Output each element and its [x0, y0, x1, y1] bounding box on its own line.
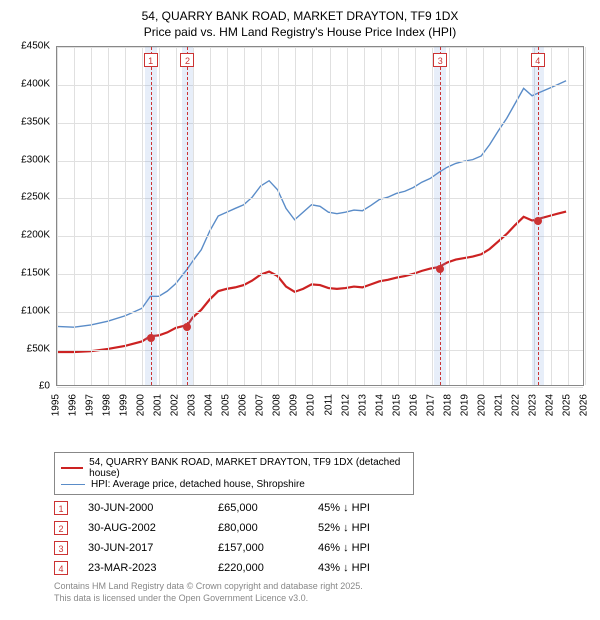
x-tick-label: 2025	[561, 394, 572, 416]
sale-date: 23-MAR-2023	[88, 562, 198, 574]
title-line1: 54, QUARRY BANK ROAD, MARKET DRAYTON, TF…	[10, 8, 590, 24]
sale-marker-dot	[436, 265, 444, 273]
sale-price: £65,000	[218, 502, 298, 514]
sale-row: 2 30-AUG-2002 £80,000 52% ↓ HPI	[54, 521, 590, 535]
legend-label: 54, QUARRY BANK ROAD, MARKET DRAYTON, TF…	[89, 457, 407, 479]
x-tick-label: 2026	[579, 394, 590, 416]
title-line2: Price paid vs. HM Land Registry's House …	[10, 24, 590, 40]
y-tick-label: £100K	[21, 305, 50, 316]
sale-marker-dot	[183, 323, 191, 331]
y-tick-label: £300K	[21, 154, 50, 165]
x-tick-label: 2010	[306, 394, 317, 416]
sale-price: £157,000	[218, 542, 298, 554]
legend-row: HPI: Average price, detached house, Shro…	[61, 479, 407, 490]
x-tick-label: 1997	[85, 394, 96, 416]
y-tick-label: £400K	[21, 79, 50, 90]
x-tick-label: 2006	[238, 394, 249, 416]
y-tick-label: £250K	[21, 192, 50, 203]
sale-date: 30-AUG-2002	[88, 522, 198, 534]
sale-price: £80,000	[218, 522, 298, 534]
legend-label: HPI: Average price, detached house, Shro…	[91, 479, 305, 490]
x-tick-label: 2018	[442, 394, 453, 416]
chart-area: £0 £50K £100K £150K £200K £250K £300K £350K £400…	[12, 46, 588, 446]
x-tick-label: 2008	[272, 394, 283, 416]
chart-lines-svg	[57, 47, 583, 385]
x-tick-label: 2009	[289, 394, 300, 416]
sale-row: 1 30-JUN-2000 £65,000 45% ↓ HPI	[54, 501, 590, 515]
x-tick-label: 2012	[340, 394, 351, 416]
x-tick-label: 2003	[187, 394, 198, 416]
x-tick-label: 2023	[527, 394, 538, 416]
chart-title-block: 54, QUARRY BANK ROAD, MARKET DRAYTON, TF…	[10, 8, 590, 40]
sales-table: 1 30-JUN-2000 £65,000 45% ↓ HPI 2 30-AUG-2002…	[54, 501, 590, 575]
x-tick-label: 2017	[425, 394, 436, 416]
y-tick-label: £150K	[21, 268, 50, 279]
x-tick-label: 1996	[68, 394, 79, 416]
sale-pct-vs-hpi: 46% ↓ HPI	[318, 542, 418, 554]
sale-price: £220,000	[218, 562, 298, 574]
sale-marker-dot	[534, 217, 542, 225]
legend-swatch	[61, 467, 83, 469]
x-tick-label: 2021	[493, 394, 504, 416]
sale-marker-dot	[147, 334, 155, 342]
y-tick-label: £0	[39, 381, 50, 392]
sale-pct-vs-hpi: 43% ↓ HPI	[318, 562, 418, 574]
x-tick-label: 2024	[544, 394, 555, 416]
legend: 54, QUARRY BANK ROAD, MARKET DRAYTON, TF…	[54, 452, 414, 495]
x-tick-label: 1999	[119, 394, 130, 416]
sale-date: 30-JUN-2000	[88, 502, 198, 514]
sale-index-box: 2	[54, 521, 68, 535]
y-tick-label: £200K	[21, 230, 50, 241]
y-axis: £0£50K£100K£150K£200K£250K£300K£350K£400…	[12, 46, 52, 386]
annotation-marker: 3	[433, 53, 447, 67]
footnote-line2: This data is licensed under the Open Gov…	[54, 593, 590, 605]
sale-index-box: 4	[54, 561, 68, 575]
x-tick-label: 1995	[51, 394, 62, 416]
plot-area: 1 2 3 4	[56, 46, 584, 386]
x-tick-label: 2014	[374, 394, 385, 416]
footnote: Contains HM Land Registry data © Crown c…	[54, 581, 590, 604]
x-tick-label: 2005	[221, 394, 232, 416]
sale-pct-vs-hpi: 52% ↓ HPI	[318, 522, 418, 534]
sale-pct-vs-hpi: 45% ↓ HPI	[318, 502, 418, 514]
x-tick-label: 2015	[391, 394, 402, 416]
x-tick-label: 2004	[204, 394, 215, 416]
sale-index-box: 1	[54, 501, 68, 515]
sale-index-box: 3	[54, 541, 68, 555]
x-tick-label: 2019	[459, 394, 470, 416]
y-tick-label: £450K	[21, 41, 50, 52]
x-tick-label: 1998	[102, 394, 113, 416]
x-tick-label: 2000	[136, 394, 147, 416]
x-tick-label: 2013	[357, 394, 368, 416]
annotation-marker: 1	[144, 53, 158, 67]
x-axis: 1995199619971998199920002001200220032004…	[56, 390, 584, 440]
sale-row: 4 23-MAR-2023 £220,000 43% ↓ HPI	[54, 561, 590, 575]
x-tick-label: 2016	[408, 394, 419, 416]
sale-row: 3 30-JUN-2017 £157,000 46% ↓ HPI	[54, 541, 590, 555]
x-tick-label: 2007	[255, 394, 266, 416]
sale-date: 30-JUN-2017	[88, 542, 198, 554]
footnote-line1: Contains HM Land Registry data © Crown c…	[54, 581, 590, 593]
y-tick-label: £350K	[21, 116, 50, 127]
x-tick-label: 2001	[153, 394, 164, 416]
legend-row: 54, QUARRY BANK ROAD, MARKET DRAYTON, TF…	[61, 457, 407, 479]
annotation-marker: 2	[180, 53, 194, 67]
x-tick-label: 2020	[476, 394, 487, 416]
annotation-marker: 4	[531, 53, 545, 67]
y-tick-label: £50K	[27, 343, 50, 354]
x-tick-label: 2022	[510, 394, 521, 416]
x-tick-label: 2011	[323, 394, 334, 416]
x-tick-label: 2002	[170, 394, 181, 416]
legend-swatch	[61, 484, 85, 485]
